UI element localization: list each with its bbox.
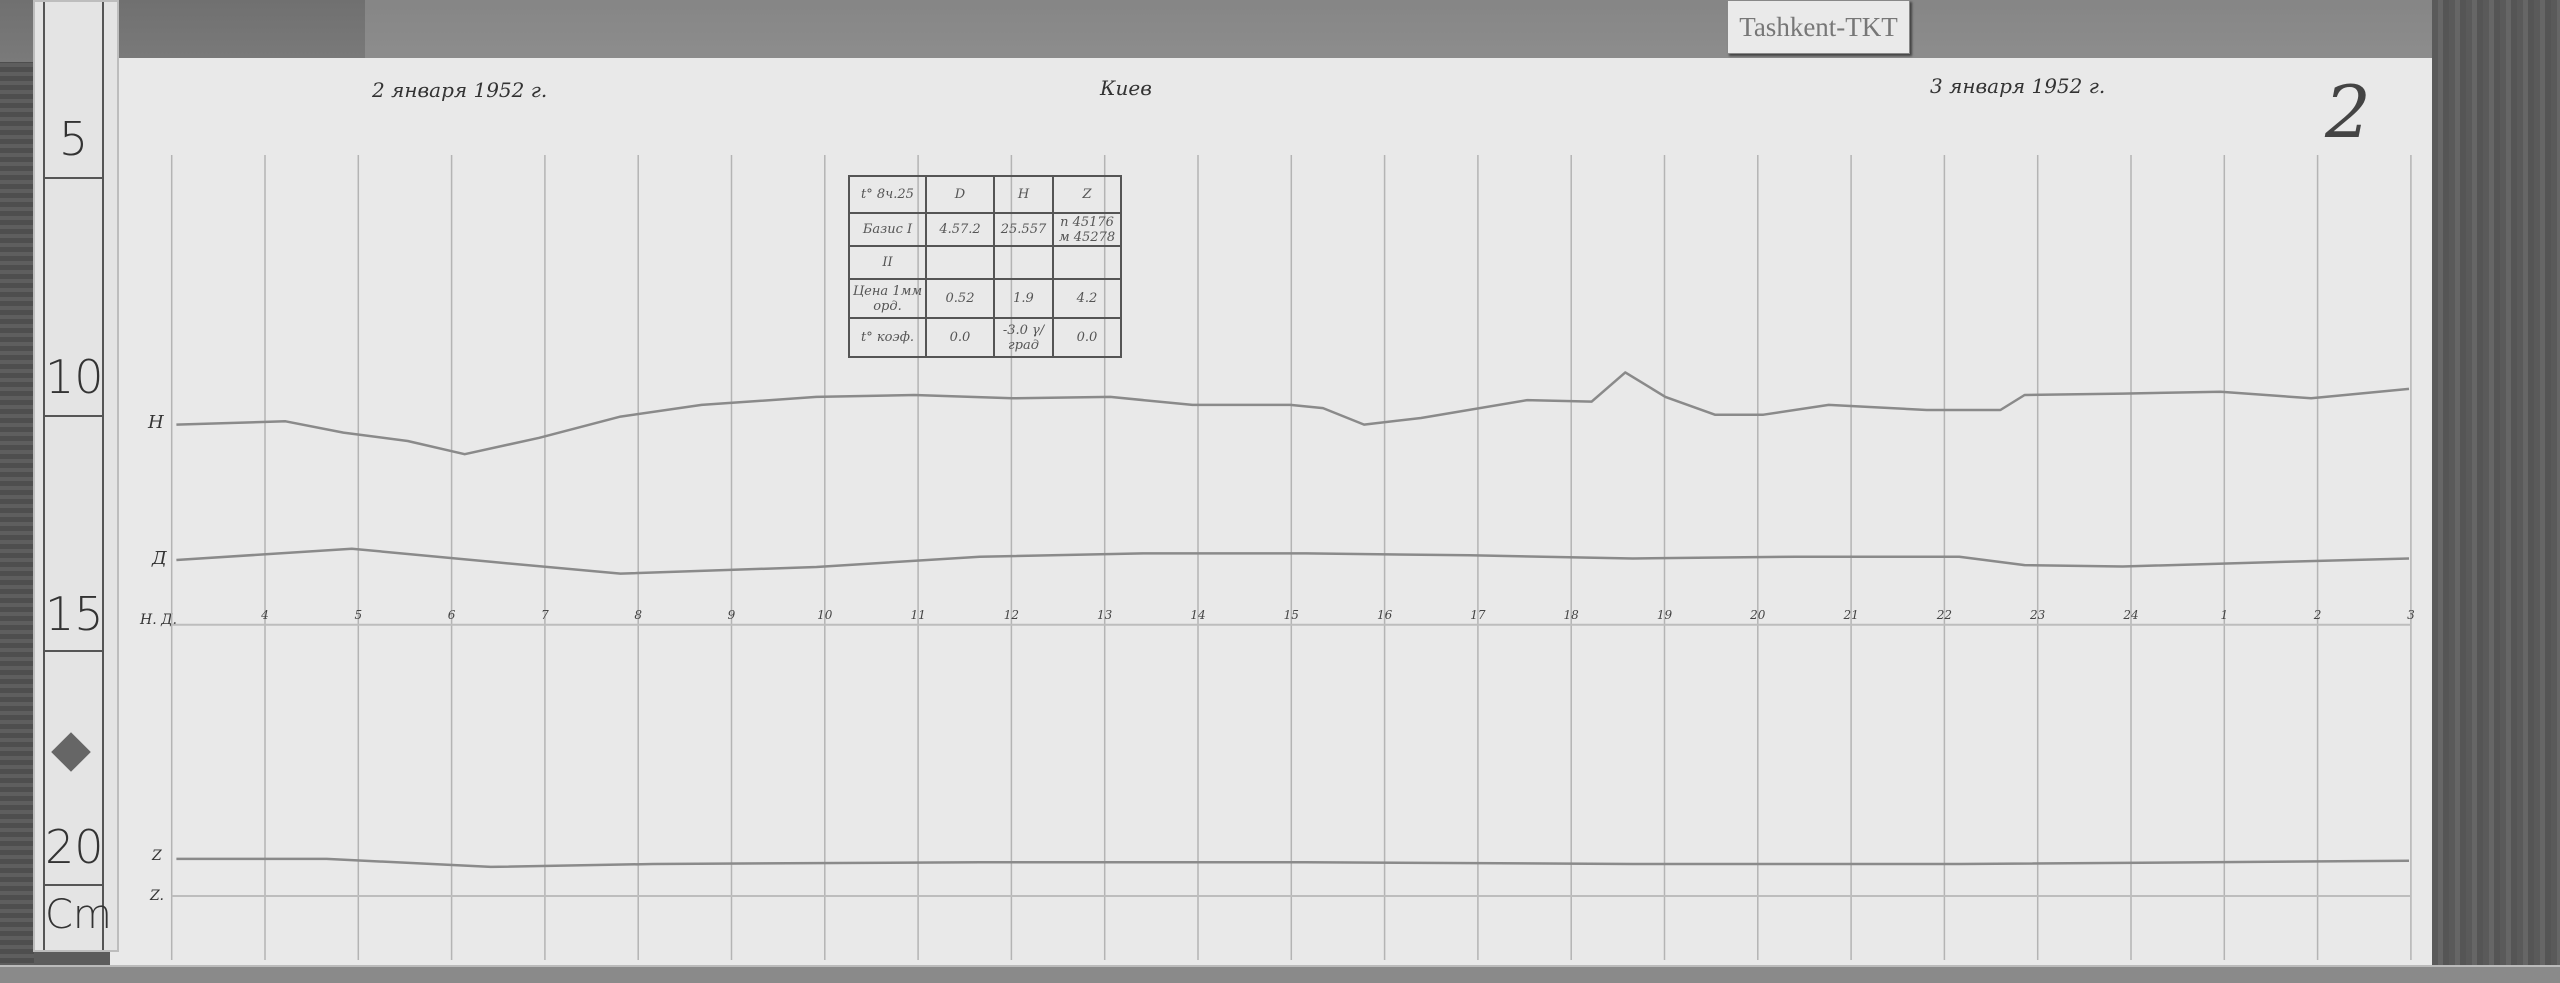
info-table-cell: Цена 1мм орд. bbox=[848, 278, 927, 319]
trace-label-d: Д bbox=[152, 548, 167, 569]
x-tick-label: 20 bbox=[1749, 608, 1766, 622]
baseline-label-hd: H. Д. bbox=[140, 612, 177, 628]
x-tick-label: 14 bbox=[1190, 608, 1205, 622]
trace-h bbox=[176, 371, 2410, 456]
frame-bottom bbox=[0, 965, 2560, 983]
x-tick-label: 24 bbox=[2122, 608, 2138, 622]
cm-ruler: 5 10 15 20 Cm bbox=[33, 0, 119, 952]
info-table-cell: 4.57.2 bbox=[925, 212, 995, 247]
x-tick-label: 16 bbox=[1377, 608, 1393, 622]
x-tick-label: 3 bbox=[2407, 608, 2415, 622]
station-name: Киев bbox=[1100, 76, 1152, 100]
info-table-cell: II bbox=[848, 245, 927, 280]
info-table-cell: t° 8ч.25 bbox=[848, 175, 927, 214]
x-tick-label: 1 bbox=[2220, 608, 2228, 622]
info-table-cell: 0.0 bbox=[1052, 317, 1122, 358]
ruler-label-15: 15 bbox=[45, 587, 104, 641]
ruler-unit: Cm bbox=[45, 892, 112, 938]
info-table-cell: 0.52 bbox=[925, 278, 995, 319]
x-tick-label: 6 bbox=[448, 608, 456, 622]
start-date: 2 января 1952 г. bbox=[372, 78, 548, 102]
x-tick-label: 17 bbox=[1470, 608, 1486, 622]
x-tick-label: 5 bbox=[354, 608, 362, 622]
trace-z bbox=[176, 857, 2410, 869]
sheet-number: 2 bbox=[2325, 70, 2371, 154]
x-tick-label: 23 bbox=[2029, 608, 2046, 622]
info-table-cell: 4.2 bbox=[1052, 278, 1122, 319]
info-table-row: II bbox=[848, 245, 1122, 280]
ruler-label-5: 5 bbox=[58, 112, 89, 166]
trace-label-h: Н bbox=[148, 412, 164, 433]
x-tick-label: 15 bbox=[1284, 608, 1299, 622]
info-table-cell: 25.557 bbox=[993, 212, 1054, 247]
wood-background bbox=[0, 0, 34, 981]
trace-label-z: Z bbox=[152, 848, 162, 864]
info-table-row: Базис I 4.57.2 25.557 п 45176 м 45278 bbox=[848, 212, 1122, 247]
info-table-cell bbox=[925, 245, 995, 280]
end-date: 3 января 1952 г. bbox=[1930, 74, 2106, 98]
ruler-label-20: 20 bbox=[45, 820, 104, 874]
x-tick-label: 10 bbox=[817, 608, 833, 622]
ruler-label-10: 10 bbox=[45, 350, 104, 404]
x-tick-label: 12 bbox=[1004, 608, 1019, 622]
trace-d bbox=[176, 547, 2410, 575]
x-tick-label: 21 bbox=[1842, 608, 1858, 622]
info-table-cell: H bbox=[993, 175, 1054, 214]
info-table-cell: -3.0 γ/град bbox=[993, 317, 1054, 358]
x-tick-label: 8 bbox=[634, 608, 642, 622]
magnetogram-paper bbox=[110, 58, 2432, 965]
info-table-cell bbox=[1052, 245, 1122, 280]
info-table-cell: 0.0 bbox=[925, 317, 995, 358]
x-tick-label: 7 bbox=[541, 608, 549, 622]
info-table-row: t° 8ч.25 D H Z bbox=[848, 175, 1122, 214]
x-tick-label: 9 bbox=[728, 608, 736, 622]
info-table-cell bbox=[993, 245, 1054, 280]
info-table-cell: 1.9 bbox=[993, 278, 1054, 319]
info-table-cell: Z bbox=[1052, 175, 1122, 214]
station-tag: Tashkent-TKT bbox=[1727, 0, 1910, 54]
wood-top bbox=[0, 0, 2560, 62]
x-tick-label: 4 bbox=[260, 608, 269, 622]
info-table-cell: Базис I bbox=[848, 212, 927, 247]
info-table-cell: п 45176 м 45278 bbox=[1052, 212, 1122, 247]
x-tick-label: 19 bbox=[1657, 608, 1673, 622]
info-table: t° 8ч.25 D H Z Базис I 4.57.2 25.557 п 45176 м … bbox=[848, 175, 1122, 358]
info-table-cell: D bbox=[925, 175, 995, 214]
x-tick-label: 13 bbox=[1097, 608, 1113, 622]
info-table-row: Цена 1мм орд. 0.52 1.9 4.2 bbox=[848, 278, 1122, 319]
info-table-cell: t° коэф. bbox=[848, 317, 927, 358]
wood-right bbox=[2432, 0, 2560, 981]
x-tick-label: 18 bbox=[1564, 608, 1580, 622]
x-tick-label: 11 bbox=[910, 608, 925, 622]
x-tick-label: 2 bbox=[2313, 608, 2322, 622]
baseline-label-z: Z. bbox=[150, 888, 164, 904]
info-table-row: t° коэф. 0.0 -3.0 γ/град 0.0 bbox=[848, 317, 1122, 358]
x-tick-label: 22 bbox=[1936, 608, 1952, 622]
